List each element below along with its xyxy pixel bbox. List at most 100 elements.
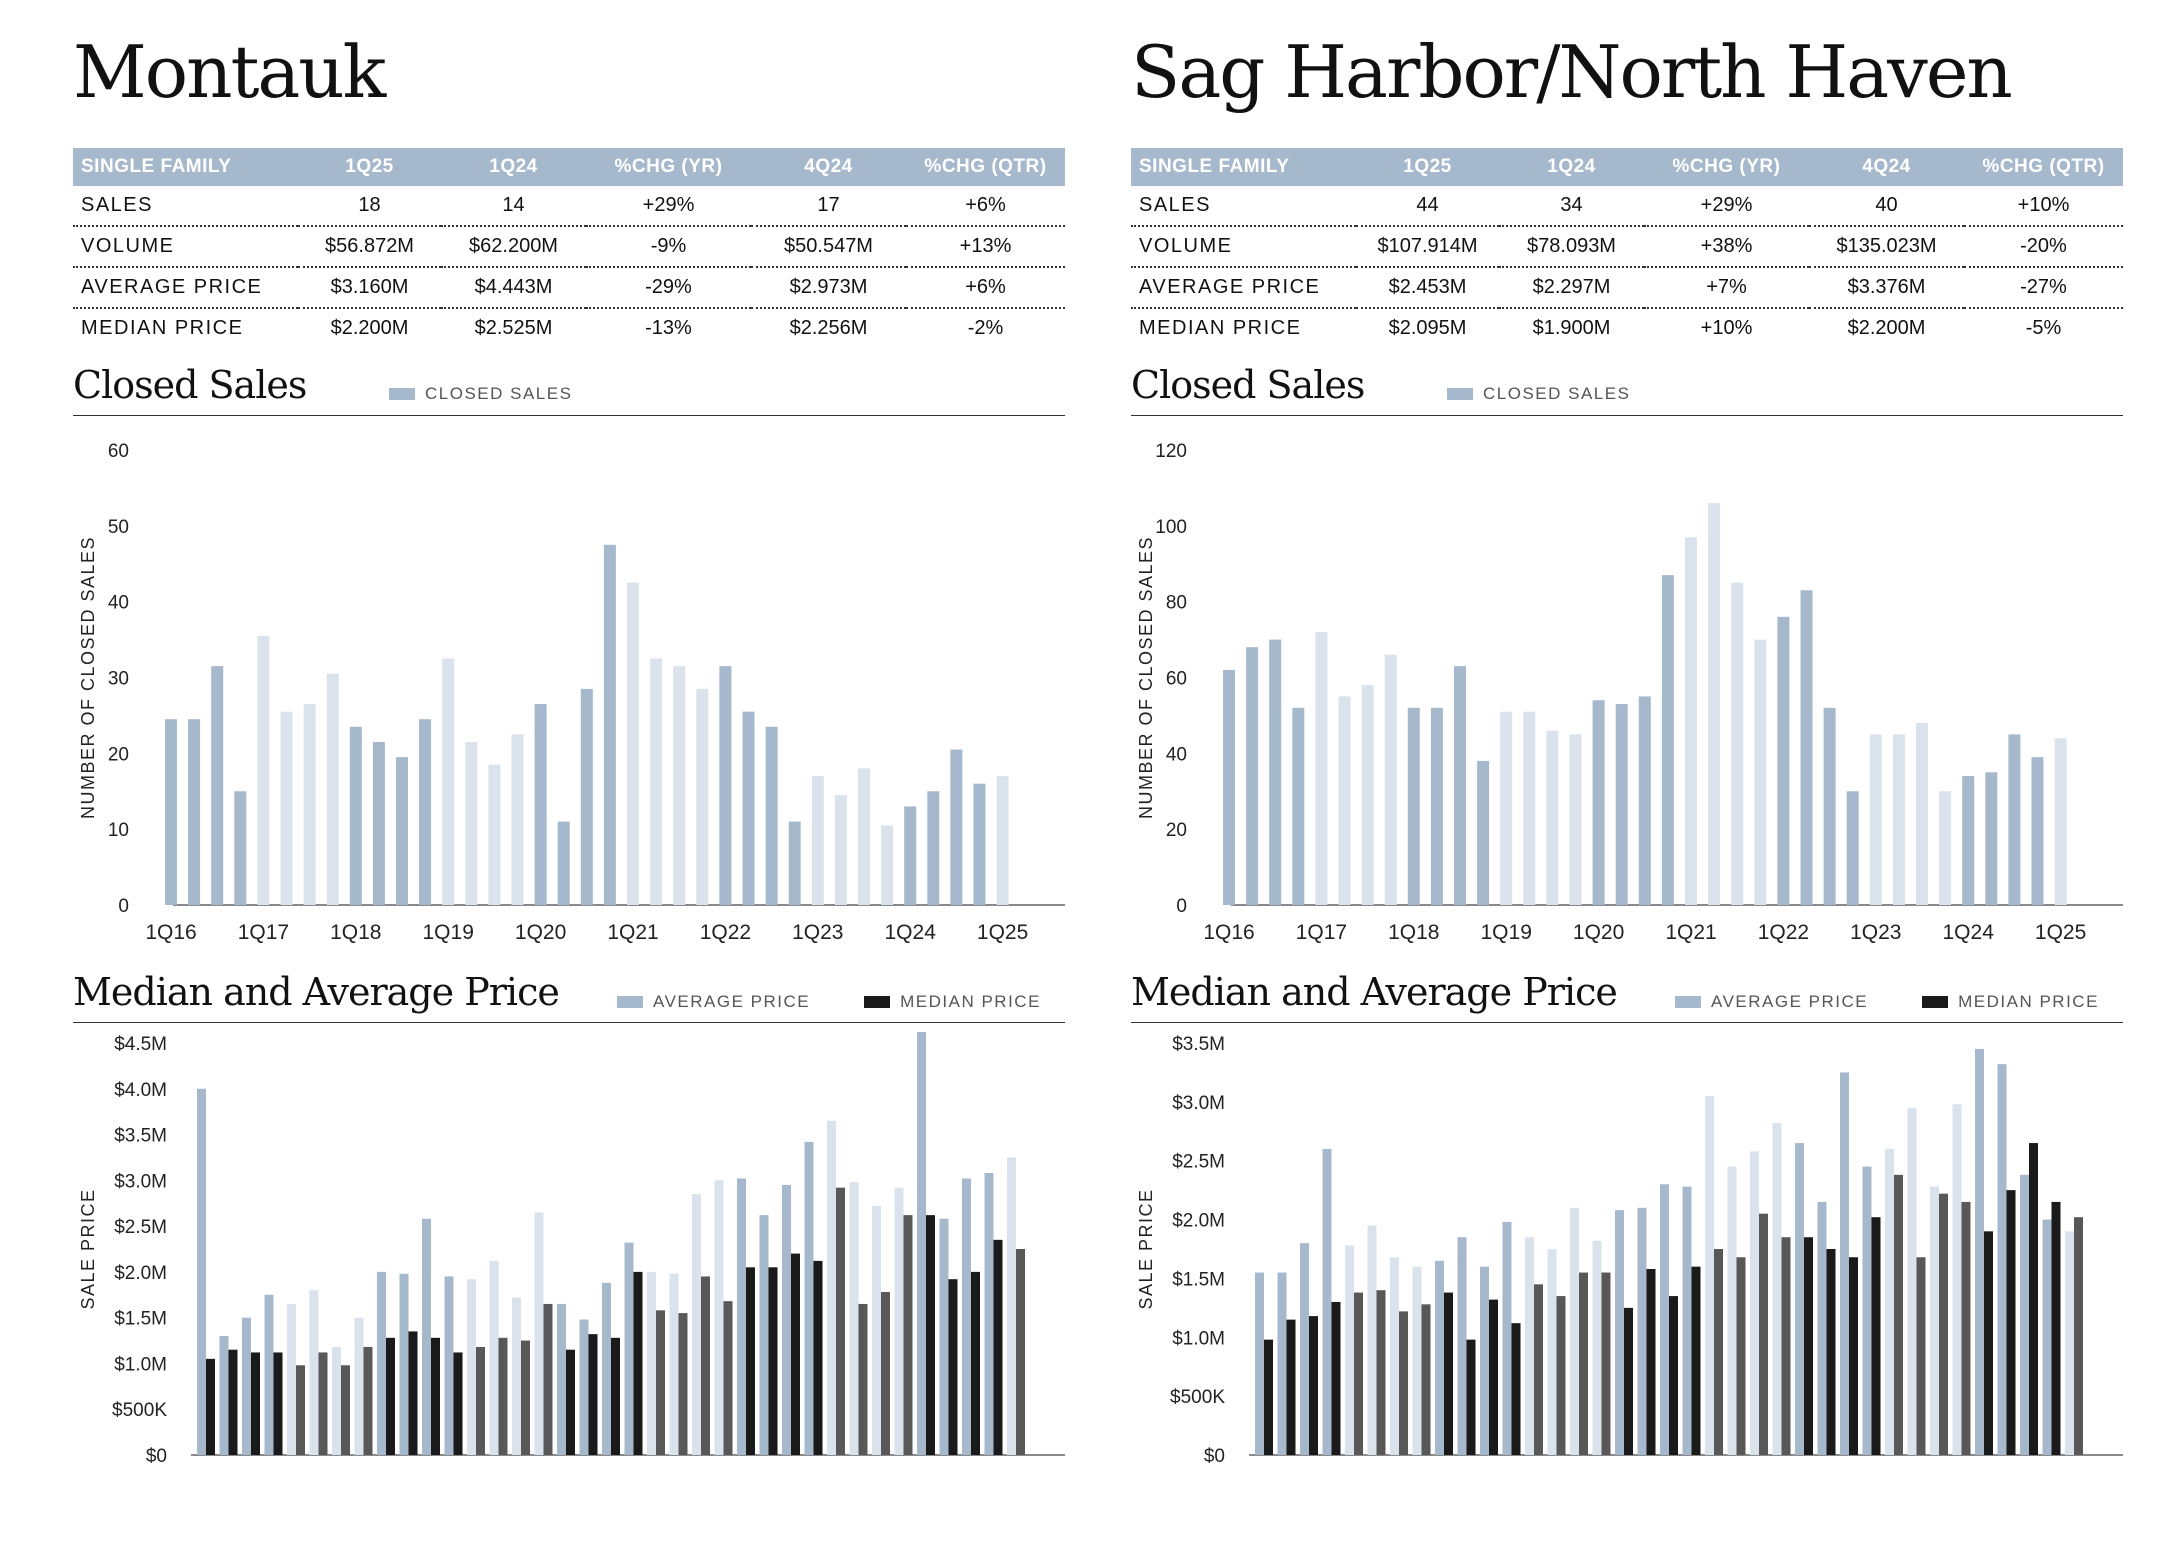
x-tick-label: 1Q19 bbox=[423, 921, 474, 944]
median-price-bar bbox=[2074, 1217, 2083, 1455]
median-price-bar bbox=[971, 1271, 980, 1455]
closed-sales-bar bbox=[2008, 734, 2021, 905]
column-header: 4Q24 bbox=[751, 148, 906, 186]
average-price-bar bbox=[1277, 1272, 1287, 1455]
median-price-bar bbox=[1849, 1257, 1858, 1455]
y-axis-label: SALE PRICE bbox=[78, 1188, 98, 1309]
closed-sales-bar bbox=[1777, 616, 1790, 905]
y-axis-label: SALE PRICE bbox=[1136, 1188, 1156, 1309]
median-price-bar bbox=[2051, 1201, 2061, 1455]
median-price-bar bbox=[1354, 1292, 1363, 1455]
table-cell: $1.900M bbox=[1532, 317, 1611, 339]
table-cell: +10% bbox=[1964, 186, 2123, 227]
y-tick-label: 60 bbox=[1166, 669, 1187, 690]
x-tick-label: 1Q17 bbox=[1296, 921, 1347, 944]
closed-sales-bar bbox=[1384, 654, 1397, 905]
median-price-bar bbox=[701, 1276, 710, 1455]
price-chart: $0 $500K $1.0M $1.5M $2.0M $2.5M $3.0M $3.5M $4.… bbox=[78, 1032, 1065, 1467]
y-tick-label: $4.5M bbox=[114, 1034, 167, 1055]
table-cell: 44 bbox=[1356, 186, 1499, 227]
closed-sales-bar bbox=[1315, 632, 1328, 905]
median-price-bar bbox=[1534, 1284, 1543, 1455]
closed-sales-bar bbox=[488, 764, 501, 905]
closed-sales-bar bbox=[1523, 711, 1536, 905]
median-price-bar bbox=[1601, 1272, 1611, 1455]
section-divider bbox=[73, 1022, 1065, 1023]
closed-sales-bar bbox=[465, 741, 478, 905]
closed-sales-bar bbox=[580, 688, 593, 905]
closed-sales-bar bbox=[858, 768, 870, 905]
closed-sales-bar bbox=[650, 658, 663, 905]
x-tick-label: 1Q21 bbox=[1665, 921, 1716, 944]
median-price-bar bbox=[948, 1279, 958, 1455]
median-price-bar bbox=[1579, 1272, 1588, 1455]
y-tick-label: $2.0M bbox=[114, 1263, 167, 1284]
median-price-bar bbox=[1961, 1201, 1971, 1455]
x-tick-label: 1Q19 bbox=[1481, 921, 1532, 944]
closed-sales-bar bbox=[534, 704, 547, 905]
average-price-bar bbox=[1390, 1257, 1399, 1455]
closed-sales-bar bbox=[1454, 666, 1466, 905]
y-tick-label: 50 bbox=[108, 517, 129, 538]
average-price-bar bbox=[1862, 1166, 1872, 1455]
average-price-bar bbox=[1975, 1048, 1984, 1455]
table-cell: +10% bbox=[1700, 317, 1753, 339]
table-cell: 14 bbox=[441, 186, 586, 227]
average-price-bar bbox=[354, 1317, 364, 1455]
median-price-bar bbox=[1736, 1257, 1746, 1455]
median-price-bar bbox=[498, 1337, 508, 1455]
closed-sales-bar bbox=[1569, 734, 1582, 905]
section-divider bbox=[73, 415, 1065, 416]
section-divider bbox=[1131, 415, 2123, 416]
y-tick-label: $3.0M bbox=[1172, 1093, 1225, 1114]
median-price-bar bbox=[656, 1310, 665, 1455]
average-price-bar bbox=[377, 1271, 386, 1455]
column-header: %CHG (YR) bbox=[1644, 148, 1809, 186]
median-price-bar bbox=[1264, 1339, 1273, 1455]
page-title: Sag Harbor/North Haven bbox=[1131, 30, 2013, 114]
median-price-bar bbox=[1826, 1249, 1836, 1455]
table-row: VOLUME $107.914M $78.093M +38% $135.023M… bbox=[1131, 226, 2123, 268]
table-cell: $3.160M bbox=[298, 267, 441, 309]
closed-sales-legend: CLOSED SALES bbox=[1447, 384, 1630, 404]
y-tick-label: 100 bbox=[1155, 517, 1187, 538]
closed-sales-bar bbox=[904, 806, 917, 905]
median-price-bar bbox=[1286, 1319, 1296, 1455]
y-tick-label: $0 bbox=[146, 1446, 167, 1467]
table-cell: +7% bbox=[1644, 267, 1809, 309]
legend-label: MEDIAN PRICE bbox=[900, 992, 1041, 1011]
median-price-bar bbox=[1309, 1316, 1318, 1455]
column-header: 1Q25 bbox=[1356, 148, 1499, 186]
average-price-bar bbox=[1435, 1260, 1444, 1455]
price-chart-title: Median and Average Price bbox=[1131, 970, 1618, 1014]
average-price-bar bbox=[1885, 1148, 1894, 1455]
average-price-bar bbox=[467, 1279, 476, 1455]
average-price-bar bbox=[2020, 1174, 2029, 1455]
closed-sales-bar bbox=[1661, 575, 1674, 905]
median-price-bar bbox=[251, 1352, 260, 1455]
legend-swatch bbox=[389, 388, 415, 400]
y-tick-label: $3.5M bbox=[114, 1126, 167, 1147]
median-price-bar bbox=[318, 1352, 328, 1455]
closed-sales-bar bbox=[627, 582, 639, 905]
table-cell: 40 bbox=[1809, 186, 1964, 227]
average-price-bar bbox=[1930, 1186, 1939, 1455]
average-price-bar bbox=[624, 1242, 634, 1455]
table-cell: -20% bbox=[1964, 226, 2123, 268]
median-price-bar bbox=[2029, 1143, 2038, 1455]
x-tick-label: 1Q21 bbox=[607, 921, 658, 944]
average-price-bar bbox=[1007, 1157, 1016, 1455]
average-price-bar bbox=[557, 1303, 566, 1455]
average-price-bar bbox=[1322, 1148, 1332, 1455]
price-chart: $0 $500K $1.0M $1.5M $2.0M $2.5M $3.0M $3.5M SAL… bbox=[1136, 1034, 2123, 1467]
closed-sales-bar bbox=[1869, 734, 1882, 905]
closed-sales-bar bbox=[1407, 707, 1420, 905]
page-title: Montauk bbox=[73, 30, 386, 114]
row-label: SALES bbox=[73, 186, 298, 227]
median-price-bar bbox=[1421, 1304, 1431, 1455]
closed-sales-bar bbox=[1338, 696, 1351, 905]
table-cell: $4.443M bbox=[441, 267, 586, 309]
y-tick-label: $4.0M bbox=[114, 1080, 167, 1101]
closed-sales-bar bbox=[673, 666, 686, 905]
table-cell: -5% bbox=[2025, 317, 2062, 339]
